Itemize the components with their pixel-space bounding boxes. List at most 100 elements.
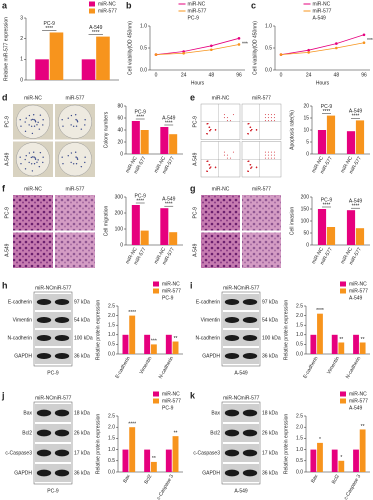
bar [338, 342, 345, 354]
bar [310, 449, 317, 472]
event [214, 129, 217, 131]
event [210, 166, 212, 168]
colony [74, 114, 77, 116]
y-tick-label: 1.5 [108, 323, 115, 329]
y-tick-label: 1.0 [296, 332, 303, 338]
band-name: c-Caspase3 [193, 450, 220, 456]
band-size: 17 kDa [262, 450, 278, 456]
event [267, 154, 269, 156]
band [54, 353, 70, 359]
band [36, 449, 52, 457]
category-label: PC-9 [44, 21, 56, 27]
significance: * [340, 455, 342, 461]
panel-label: h [2, 280, 8, 290]
colony [84, 119, 86, 121]
stain-image [55, 195, 95, 231]
event [210, 128, 212, 131]
legend-swatch [153, 281, 159, 287]
event [223, 117, 225, 119]
y-tick-label: 0.5 [265, 45, 272, 51]
column-label: miR-NC [212, 186, 230, 192]
event [255, 167, 258, 169]
plate [58, 142, 92, 177]
y-axis-label: Cell migration [103, 206, 109, 237]
band [242, 299, 258, 305]
event [264, 120, 266, 122]
x-tick-label: 48 [334, 72, 340, 78]
colony [28, 152, 31, 154]
colony [24, 121, 26, 123]
colony [61, 119, 63, 121]
y-tick-label: 1.0 [108, 332, 115, 338]
band [36, 409, 52, 417]
blot-strip [35, 444, 71, 462]
colony [39, 114, 42, 116]
legend-label: miR-NC [349, 391, 367, 397]
point [210, 48, 213, 52]
panel-label: i [190, 280, 193, 290]
significance: **** [323, 202, 331, 208]
colony [42, 119, 44, 121]
legend-label: miR-577 [349, 288, 368, 294]
colony [62, 125, 64, 127]
x-tick-label: Bcl2 [331, 473, 341, 485]
event [247, 170, 249, 172]
colony [61, 156, 63, 158]
y-tick-label: 2.0 [108, 425, 115, 431]
colony [75, 118, 77, 121]
colony [31, 156, 34, 158]
bar [346, 131, 356, 154]
y-axis-label: Cell viability(OD 450nm) [127, 21, 133, 75]
band-size: 36 kDa [74, 353, 90, 359]
y-tick-label: 0.5 [140, 45, 147, 51]
colony [33, 125, 36, 127]
y-tick-label: 1.0 [265, 23, 272, 29]
blot-strip [223, 424, 259, 442]
bar [160, 127, 169, 154]
blot-frame [221, 291, 261, 367]
x-tick-label: 48 [209, 72, 215, 78]
y-tick-label: 2.5 [108, 413, 115, 419]
panel-label: d [2, 92, 8, 102]
bar [122, 449, 129, 472]
y-axis-label: Relative protein expression [95, 414, 101, 475]
point [362, 33, 366, 37]
band-size: 17 kDa [74, 450, 90, 456]
blot-strip [35, 312, 71, 328]
event [208, 164, 211, 166]
row-label: PC-9 [4, 207, 10, 219]
band-name: GAPDH [202, 470, 220, 476]
blot-strip [35, 464, 71, 482]
event [264, 157, 266, 159]
stain-image [242, 232, 281, 268]
legend-label: miR-NC [162, 281, 180, 287]
y-tick-label: 1 [20, 57, 23, 63]
subtitle: PC-9 [162, 405, 174, 411]
band-name: Vimentin [201, 317, 221, 323]
event [223, 151, 225, 153]
bar [172, 341, 179, 354]
legend-label: miR-577 [162, 288, 181, 294]
significance: * [319, 437, 321, 443]
y-tick-label: 0 [20, 77, 23, 83]
band-name: Bax [211, 410, 220, 416]
band-name: GAPDH [14, 353, 32, 359]
colony [32, 114, 35, 116]
bar [359, 429, 366, 472]
legend-label: miR-577 [188, 8, 207, 14]
bar [353, 449, 359, 472]
colony [70, 124, 72, 126]
event [264, 117, 266, 119]
significance: *** [242, 42, 248, 48]
event [209, 129, 211, 132]
legend-swatch [153, 391, 159, 397]
colony [84, 161, 86, 164]
bar [317, 209, 327, 245]
column-label: miR-577 [241, 395, 260, 401]
band-size: 26 kDa [74, 430, 90, 436]
legend-label: miR-NC [188, 1, 206, 7]
bar [338, 460, 345, 472]
x-tick-label: 0 [280, 72, 283, 78]
band-size: 18 kDa [74, 410, 90, 416]
bar [140, 230, 149, 245]
